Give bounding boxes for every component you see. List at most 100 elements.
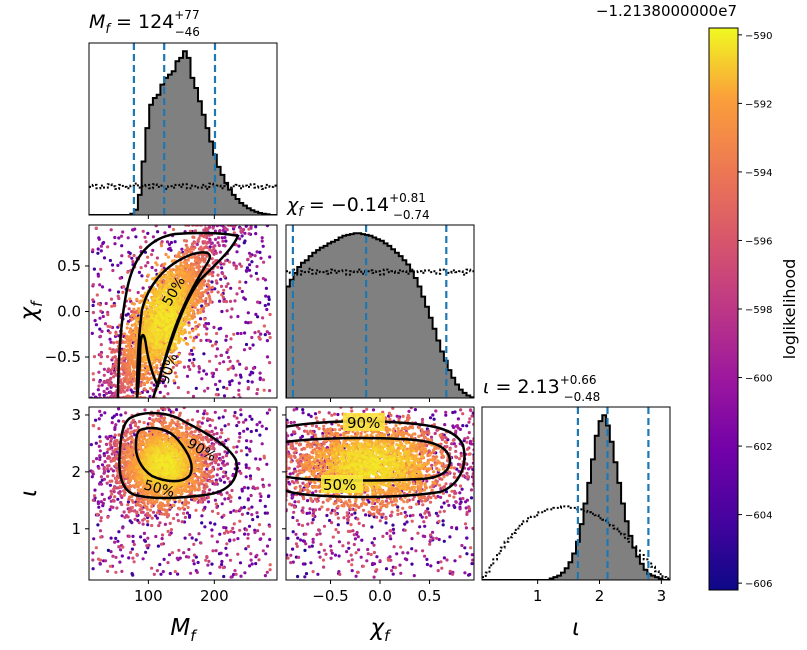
sample-point-Mf-iota [111, 449, 115, 453]
sample-point-Mf-chif [242, 296, 246, 300]
sample-point-Mf-chif [97, 237, 101, 241]
hist-bar-chif [380, 240, 385, 398]
sample-point-Mf-chif [139, 245, 143, 249]
sample-point-Mf-iota [133, 433, 137, 437]
sample-point-Mf-iota [99, 475, 103, 479]
sample-point-Mf-chif [250, 260, 254, 264]
sample-point-Mf-iota [130, 505, 134, 510]
hist-bar-chif [440, 351, 445, 398]
sample-point-Mf-chif [205, 327, 209, 331]
sample-point-Mf-iota [123, 458, 127, 462]
sample-point-Mf-chif [167, 299, 171, 303]
sample-point-Mf-chif [158, 288, 162, 292]
sample-point-Mf-iota [236, 552, 240, 556]
sample-point-Mf-chif [196, 264, 201, 268]
sample-point-Mf-chif [147, 317, 151, 321]
sample-point-Mf-iota [258, 457, 262, 461]
sample-point-Mf-chif [224, 334, 229, 338]
sample-point-Mf-iota [232, 538, 236, 542]
sample-point-Mf-chif [178, 360, 182, 364]
sample-point-Mf-chif [126, 356, 130, 360]
sample-point-Mf-chif [120, 244, 124, 248]
sample-point-Mf-chif [145, 367, 149, 371]
sample-point-Mf-iota [131, 573, 135, 577]
sample-point-Mf-chif [199, 293, 203, 297]
sample-point-Mf-chif [214, 342, 218, 346]
sample-point-Mf-chif [191, 235, 195, 239]
sample-point-Mf-chif [207, 293, 211, 297]
sample-point-Mf-iota [97, 466, 101, 470]
sample-point-Mf-chif [168, 314, 172, 318]
sample-point-Mf-iota [204, 474, 208, 478]
sample-point-Mf-chif [176, 386, 180, 390]
sample-point-Mf-chif [106, 310, 110, 314]
hist-bar-chif [323, 245, 328, 398]
sample-point-Mf-iota [261, 477, 265, 482]
sample-point-Mf-iota [146, 536, 150, 540]
sample-point-Mf-chif [157, 305, 161, 309]
sample-point-Mf-iota [268, 568, 272, 572]
sample-point-Mf-chif [158, 390, 162, 394]
sample-point-Mf-iota [151, 413, 155, 417]
sample-point-Mf-chif [110, 394, 114, 398]
sample-point-Mf-chif [175, 354, 179, 359]
sample-point-Mf-chif [154, 315, 158, 319]
sample-point-Mf-iota [132, 560, 136, 564]
sample-point-Mf-iota [222, 531, 227, 535]
sample-point-Mf-iota [138, 431, 142, 435]
sample-point-Mf-iota [110, 421, 114, 425]
sample-point-Mf-iota [163, 407, 167, 411]
sample-point-Mf-iota [100, 463, 105, 467]
sample-point-Mf-iota [218, 532, 222, 536]
sample-point-Mf-chif [188, 367, 192, 372]
sample-point-Mf-chif [243, 239, 247, 243]
sample-point-Mf-iota [160, 505, 164, 509]
sample-point-Mf-iota [182, 502, 186, 507]
sample-point-Mf-chif [168, 330, 172, 334]
sample-point-Mf-iota [192, 553, 197, 557]
sample-point-Mf-iota [231, 526, 235, 531]
sample-point-Mf-iota [102, 477, 106, 481]
sample-point-Mf-chif [135, 297, 139, 301]
sample-point-Mf-chif [152, 346, 156, 350]
sample-point-Mf-chif [182, 239, 187, 243]
sample-point-Mf-chif [160, 268, 164, 272]
sample-point-Mf-chif [146, 273, 150, 277]
hist-bar-chif [387, 245, 392, 398]
sample-point-Mf-iota [232, 522, 236, 526]
sample-point-Mf-chif [206, 322, 211, 326]
sample-point-Mf-iota [247, 524, 252, 528]
sample-point-Mf-iota [90, 475, 94, 479]
hist-bar-chif [410, 271, 415, 398]
sample-point-Mf-chif [131, 351, 135, 355]
hist-bar-Mf [198, 101, 203, 215]
sample-point-Mf-chif [139, 266, 143, 270]
sample-point-Mf-chif [91, 298, 95, 302]
sample-point-Mf-iota [117, 491, 121, 495]
sample-point-Mf-chif [211, 374, 215, 379]
sample-point-Mf-chif [161, 378, 166, 382]
sample-point-Mf-iota [115, 469, 119, 473]
sample-point-Mf-chif [160, 277, 164, 281]
sample-point-Mf-iota [109, 437, 114, 441]
sample-point-Mf-chif [108, 325, 112, 329]
sample-point-Mf-chif [180, 332, 185, 336]
sample-point-Mf-chif [224, 239, 228, 243]
sample-point-Mf-iota [191, 447, 195, 451]
hist-bar-chif [357, 233, 362, 398]
sample-point-Mf-iota [98, 558, 103, 562]
sample-point-Mf-chif [215, 347, 219, 351]
sample-point-Mf-chif [118, 276, 122, 280]
sample-point-Mf-iota [176, 420, 180, 424]
sample-point-Mf-iota [160, 512, 164, 516]
sample-point-Mf-chif [226, 367, 230, 371]
hist-bar-chif [338, 237, 343, 398]
sample-point-Mf-chif [210, 371, 214, 375]
sample-point-Mf-chif [265, 355, 270, 359]
sample-point-Mf-chif [232, 332, 236, 336]
hist-bar-chif [436, 340, 441, 398]
sample-point-Mf-iota [242, 429, 246, 433]
sample-point-Mf-chif [163, 231, 167, 235]
sample-point-Mf-chif [254, 271, 258, 275]
sample-point-Mf-iota [144, 550, 148, 554]
